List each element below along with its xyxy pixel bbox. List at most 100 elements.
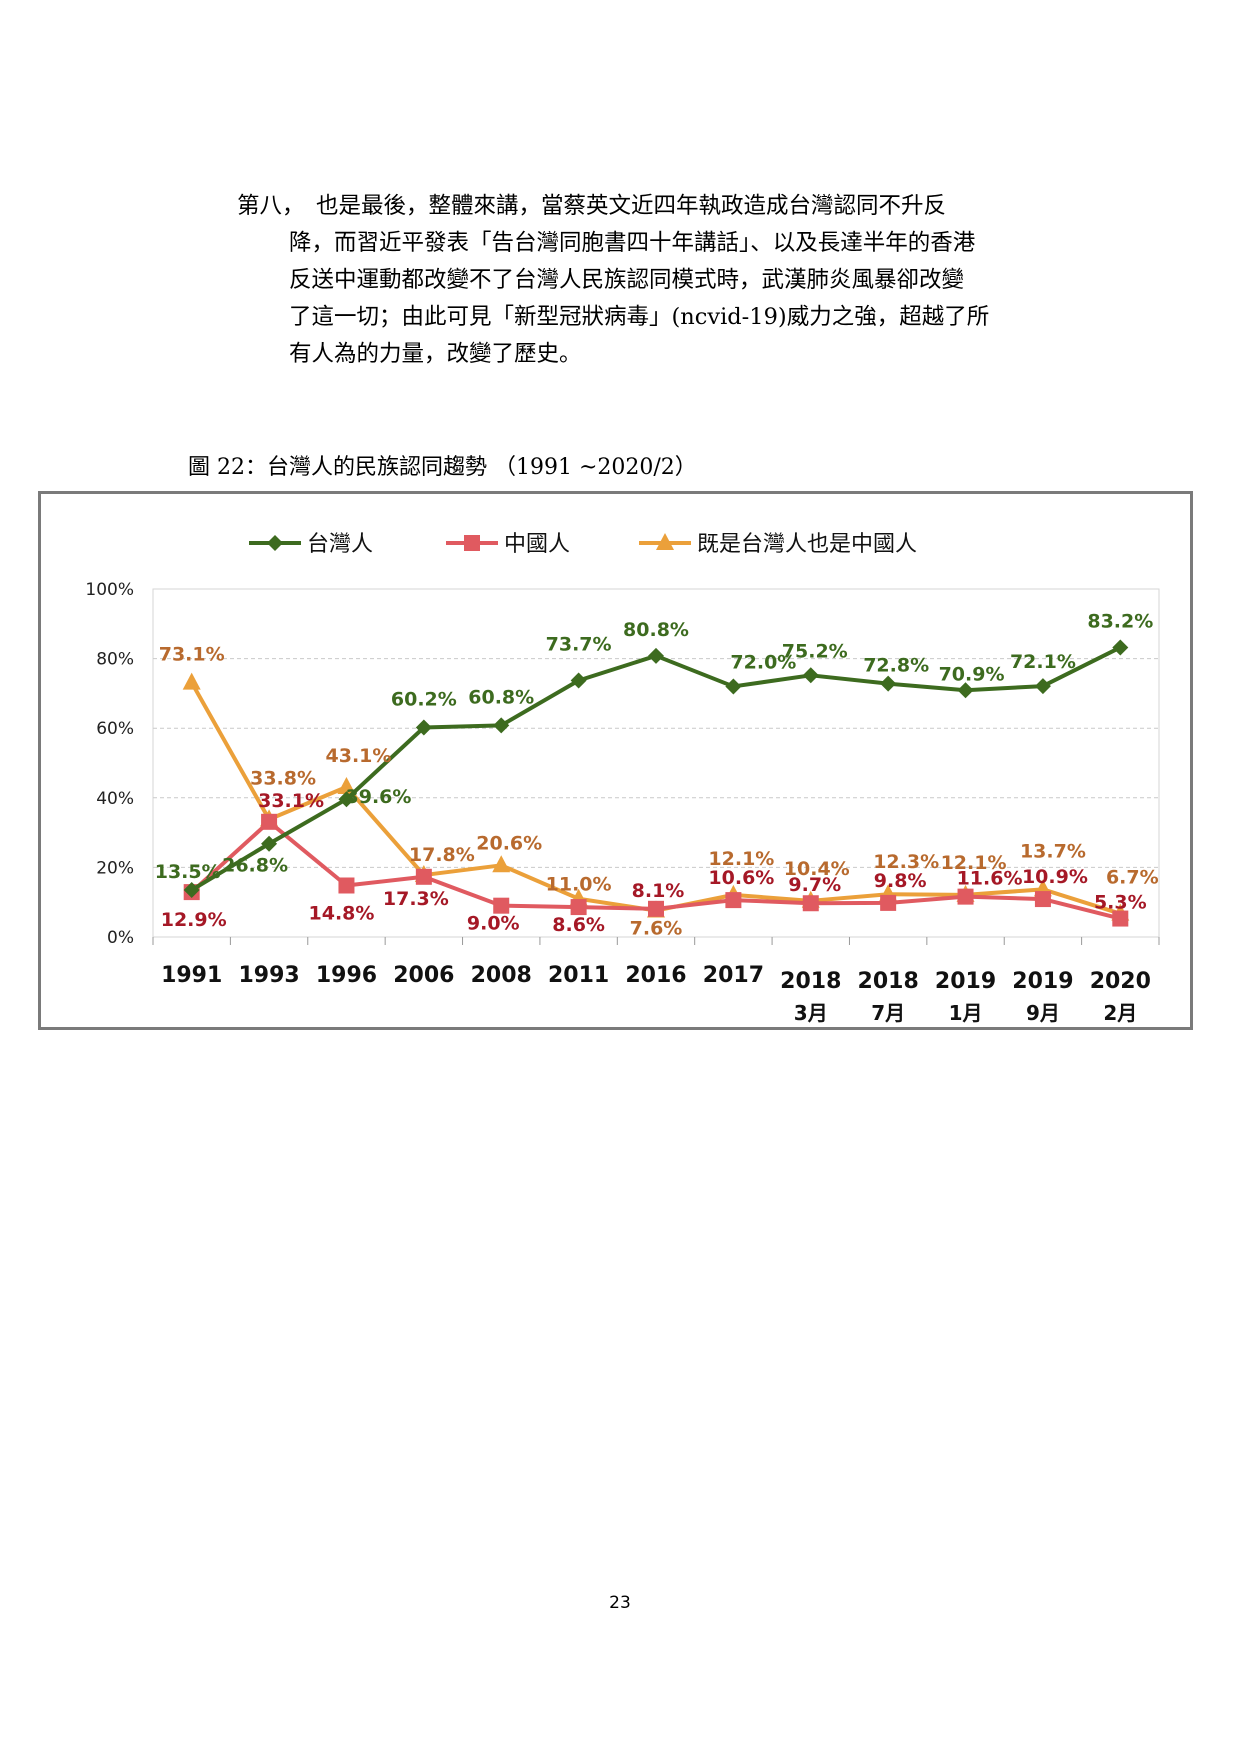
data-label-chinese: 8.6% bbox=[552, 914, 605, 936]
figure-caption: 圖 22：台灣人的民族認同趨勢 （1991 ~2020/2） bbox=[188, 455, 697, 480]
x-tick-label: 2006 bbox=[393, 963, 454, 988]
x-tick-label: 2008 bbox=[471, 963, 532, 988]
x-tick-label: 2011 bbox=[548, 963, 609, 988]
data-point-taiwanese bbox=[183, 882, 200, 899]
data-label-taiwanese: 80.8% bbox=[623, 619, 689, 641]
legend-marker bbox=[267, 535, 283, 551]
data-label-taiwanese: 72.0% bbox=[730, 651, 796, 673]
data-point-chinese bbox=[261, 813, 278, 830]
data-point-taiwanese bbox=[725, 678, 742, 695]
data-label-chinese: 11.6% bbox=[957, 868, 1023, 890]
data-point-taiwanese bbox=[802, 667, 819, 684]
data-label-taiwanese: 60.2% bbox=[391, 689, 457, 711]
data-label-both: 13.7% bbox=[1020, 840, 1086, 862]
data-label-taiwanese: 13.5% bbox=[155, 861, 221, 883]
x-tick-sublabel: 2月 bbox=[1103, 1001, 1137, 1025]
data-label-both: 10.4% bbox=[784, 858, 850, 880]
data-point-chinese bbox=[493, 897, 510, 914]
y-tick-label: 0% bbox=[107, 928, 134, 948]
data-label-chinese: 8.1% bbox=[632, 880, 685, 902]
legend-label: 中國人 bbox=[504, 532, 570, 557]
data-label-taiwanese: 60.8% bbox=[468, 686, 534, 708]
data-point-taiwanese bbox=[1112, 639, 1129, 656]
data-point-taiwanese bbox=[880, 675, 897, 692]
paragraph-line-1: 也是最後，整體來講，當蔡英文近四年執政造成台灣認同不升反 bbox=[316, 193, 947, 219]
data-label-chinese: 9.0% bbox=[467, 913, 520, 935]
y-tick-label: 20% bbox=[96, 858, 134, 878]
data-label-chinese: 9.8% bbox=[874, 870, 927, 892]
data-point-chinese bbox=[1112, 910, 1129, 927]
y-tick-label: 100% bbox=[85, 580, 134, 600]
data-label-chinese: 12.9% bbox=[161, 909, 227, 931]
paragraph-line-2: 降，而習近平發表「告台灣同胞書四十年講話」、以及長達半年的香港 bbox=[289, 230, 976, 256]
data-label-both: 73.1% bbox=[159, 644, 225, 666]
legend-label: 台灣人 bbox=[307, 532, 373, 557]
plot-area bbox=[152, 588, 1160, 938]
data-label-taiwanese: 73.7% bbox=[546, 634, 612, 656]
data-point-chinese bbox=[802, 895, 819, 912]
data-label-both: 11.0% bbox=[546, 874, 612, 896]
data-label-both: 12.1% bbox=[941, 852, 1007, 874]
data-label-chinese: 10.6% bbox=[708, 867, 774, 889]
data-point-chinese bbox=[725, 892, 742, 909]
data-point-chinese bbox=[648, 900, 664, 917]
x-tick-label: 2018 bbox=[780, 969, 841, 994]
data-point-taiwanese bbox=[338, 791, 355, 808]
y-tick-label: 60% bbox=[96, 719, 134, 739]
x-tick-label: 2019 bbox=[935, 969, 996, 994]
data-point-chinese bbox=[570, 899, 587, 916]
paragraph-line-3: 反送中運動都改變不了台灣人民族認同模式時，武漢肺炎風暴卻改變 bbox=[289, 267, 965, 293]
x-tick-label: 1996 bbox=[316, 963, 377, 988]
legend-marker bbox=[656, 533, 674, 550]
data-point-taiwanese bbox=[957, 682, 974, 699]
data-point-taiwanese bbox=[1034, 678, 1051, 695]
x-tick-label: 2018 bbox=[858, 969, 919, 994]
body-paragraph: 第八， 也是最後，整體來講，當蔡英文近四年執政造成台灣認同不升反 降，而習近平發表… bbox=[237, 188, 1057, 373]
y-tick-label: 80% bbox=[96, 650, 134, 670]
data-point-chinese bbox=[338, 877, 355, 894]
data-label-chinese: 9.7% bbox=[788, 874, 841, 896]
x-tick-label: 2017 bbox=[703, 963, 764, 988]
legend-marker bbox=[464, 535, 480, 551]
data-label-both: 7.6% bbox=[630, 918, 683, 940]
y-tick-label: 40% bbox=[96, 789, 134, 809]
data-label-chinese: 14.8% bbox=[309, 902, 375, 924]
data-label-taiwanese: 26.8% bbox=[222, 855, 288, 877]
data-point-taiwanese bbox=[415, 719, 432, 736]
data-label-both: 33.8% bbox=[250, 767, 316, 789]
data-point-chinese bbox=[957, 888, 974, 905]
data-point-both bbox=[492, 855, 511, 873]
data-point-chinese bbox=[1034, 891, 1051, 908]
data-label-chinese: 10.9% bbox=[1022, 866, 1088, 888]
data-point-both bbox=[337, 777, 356, 795]
x-tick-label: 2020 bbox=[1090, 969, 1151, 994]
x-tick-label: 2019 bbox=[1012, 969, 1073, 994]
paragraph-line-4: 了這一切；由此可見「新型冠狀病毒」(ncvid-19)威力之強，超越了所 bbox=[289, 304, 990, 330]
data-point-taiwanese bbox=[570, 672, 587, 689]
data-point-both bbox=[182, 672, 201, 690]
data-label-taiwanese: 72.1% bbox=[1010, 651, 1076, 673]
x-tick-label: 1991 bbox=[161, 963, 222, 988]
data-label-chinese: 33.1% bbox=[258, 790, 324, 812]
data-label-both: 12.3% bbox=[873, 851, 939, 873]
paragraph-line-5: 有人為的力量，改變了歷史。 bbox=[289, 341, 582, 367]
data-label-taiwanese: 83.2% bbox=[1087, 610, 1153, 632]
legend-label: 既是台灣人也是中國人 bbox=[697, 532, 917, 557]
data-label-taiwanese: 75.2% bbox=[782, 640, 848, 662]
data-label-both: 43.1% bbox=[326, 745, 392, 767]
x-tick-label: 2016 bbox=[625, 963, 686, 988]
data-label-chinese: 5.3% bbox=[1094, 892, 1147, 914]
x-tick-sublabel: 3月 bbox=[794, 1001, 828, 1025]
data-label-both: 20.6% bbox=[476, 832, 542, 854]
x-tick-label: 1993 bbox=[238, 963, 299, 988]
data-point-chinese bbox=[415, 868, 432, 885]
data-point-chinese bbox=[880, 894, 897, 911]
chart-frame: 0% 20% 40% 60% 80% 100% 1991 1993 1996 2006 2008 20… bbox=[38, 491, 1193, 1030]
data-label-taiwanese: 70.9% bbox=[939, 663, 1005, 685]
data-label-both: 17.8% bbox=[409, 844, 475, 866]
data-point-taiwanese bbox=[493, 717, 510, 734]
paragraph-lead: 第八， bbox=[237, 193, 305, 219]
data-label-both: 12.1% bbox=[708, 848, 774, 870]
data-point-taiwanese bbox=[261, 835, 278, 852]
x-tick-sublabel: 1月 bbox=[949, 1001, 983, 1025]
